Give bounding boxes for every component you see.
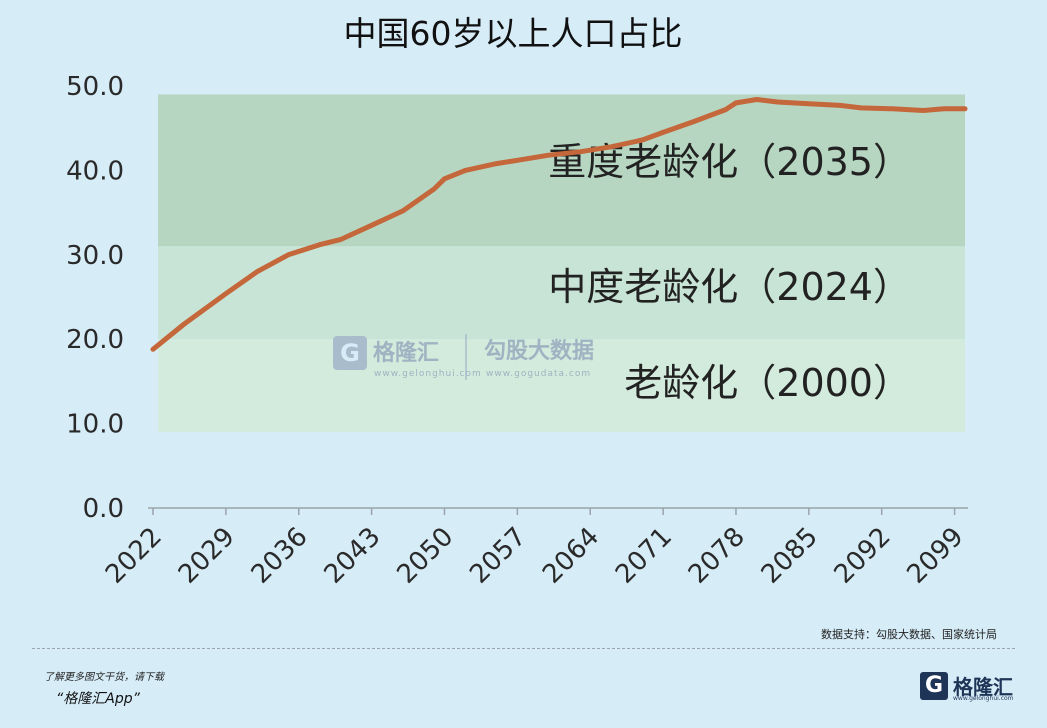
watermark-data-url: www.gogudata.com bbox=[486, 369, 591, 379]
data-point bbox=[921, 108, 926, 113]
data-point bbox=[317, 242, 322, 247]
x-tick-label: 2092 bbox=[829, 522, 897, 590]
data-point bbox=[223, 291, 229, 296]
data-source: 数据支持：勾股大数据、国家统计局 bbox=[821, 628, 997, 641]
data-point bbox=[546, 153, 551, 158]
band-0 bbox=[158, 94, 965, 247]
plot-area bbox=[150, 97, 968, 352]
band-label-2: 老龄化（2000） bbox=[624, 361, 911, 405]
watermark-brand-url: www.gelonghui.com bbox=[374, 369, 482, 379]
watermark: G 格隆汇 www.gelonghui.com 勾股大数据 www.goguda… bbox=[333, 334, 594, 380]
data-point bbox=[889, 106, 895, 111]
data-point bbox=[369, 223, 374, 228]
y-tick-label: 50.0 bbox=[66, 72, 124, 102]
footer-divider bbox=[32, 648, 1015, 649]
data-point bbox=[692, 119, 697, 124]
x-tick-label: 2057 bbox=[464, 522, 532, 590]
x-tick-label: 2071 bbox=[610, 522, 678, 590]
chart: 中国60岁以上人口占比 重度老龄化（2035）中度老龄化（2024）老龄化（20… bbox=[66, 14, 970, 590]
data-point bbox=[338, 237, 343, 242]
y-tick-label: 40.0 bbox=[66, 156, 124, 186]
y-tick-label: 0.0 bbox=[83, 494, 124, 524]
data-point bbox=[733, 100, 739, 106]
data-point bbox=[254, 269, 260, 274]
x-tick-label: 2085 bbox=[756, 522, 824, 590]
download-prompt: 了解更多图文干货，请下载 bbox=[44, 672, 164, 683]
band-1 bbox=[158, 246, 965, 340]
watermark-brand: 格隆汇 bbox=[373, 340, 439, 366]
data-point bbox=[608, 144, 614, 149]
band-2 bbox=[158, 339, 965, 433]
data-point bbox=[837, 103, 843, 108]
data-point bbox=[577, 149, 583, 155]
data-point bbox=[442, 176, 447, 182]
data-point bbox=[723, 107, 728, 112]
data-point bbox=[150, 347, 156, 352]
aging-bands: 重度老龄化（2035）中度老龄化（2024）老龄化（2000） bbox=[158, 94, 965, 433]
x-tick-label: 2036 bbox=[246, 522, 314, 590]
data-point bbox=[515, 158, 520, 163]
x-tick-label: 2099 bbox=[902, 522, 970, 590]
data-point bbox=[494, 161, 499, 166]
data-point bbox=[806, 101, 812, 106]
app-name: “格隆汇App” bbox=[56, 691, 140, 707]
data-point bbox=[775, 99, 780, 105]
data-point bbox=[182, 321, 187, 327]
y-tick-label: 20.0 bbox=[66, 325, 124, 355]
data-point bbox=[431, 186, 437, 192]
data-point bbox=[941, 106, 947, 111]
watermark-logo-glyph: G bbox=[340, 339, 360, 367]
x-tick-label: 2078 bbox=[683, 522, 751, 590]
watermark-logo-icon bbox=[333, 336, 367, 370]
data-point bbox=[962, 106, 968, 111]
x-tick-label: 2050 bbox=[391, 522, 459, 590]
data-point bbox=[754, 97, 759, 102]
y-tick-label: 30.0 bbox=[66, 241, 124, 271]
data-point bbox=[463, 168, 468, 173]
x-tick-label: 2043 bbox=[319, 522, 387, 590]
data-point bbox=[286, 252, 291, 257]
data-point bbox=[858, 105, 864, 111]
watermark-data-name: 勾股大数据 bbox=[484, 338, 594, 364]
y-tick-label: 10.0 bbox=[66, 410, 124, 440]
brand-logo-url: www.gelonghui.com bbox=[953, 695, 1014, 702]
brand-logo[interactable]: G 格隆汇 www.gelonghui.com bbox=[920, 670, 1015, 706]
chart-title: 中国60岁以上人口占比 bbox=[344, 14, 683, 53]
data-point bbox=[660, 130, 666, 135]
data-point bbox=[400, 208, 406, 214]
x-tick-label: 2022 bbox=[100, 522, 168, 590]
x-tick-label: 2064 bbox=[537, 522, 605, 590]
brand-g-icon: G bbox=[920, 672, 948, 700]
data-point bbox=[640, 137, 645, 143]
band-label-1: 中度老龄化（2024） bbox=[548, 265, 911, 309]
brand-logo-text: 格隆汇 bbox=[953, 675, 1013, 699]
x-tick-label: 2029 bbox=[173, 522, 241, 590]
